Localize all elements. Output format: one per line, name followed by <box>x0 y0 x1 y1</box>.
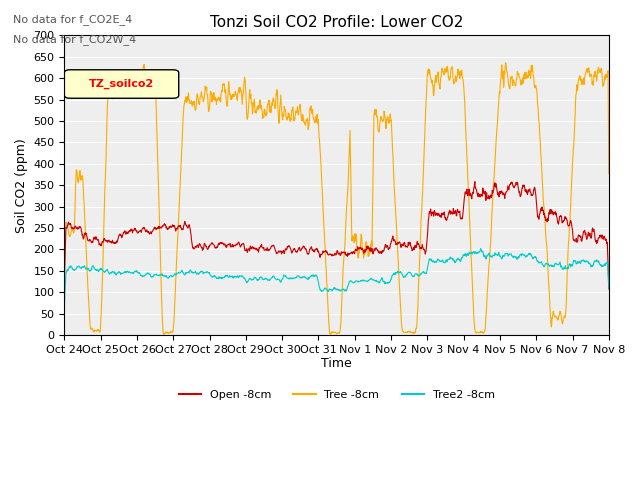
Tree -8cm <box>160 331 168 337</box>
Tree2 -8cm <box>605 286 612 292</box>
Open -8cm <box>541 211 548 216</box>
Tree -8cm <box>422 118 429 124</box>
Tree2 -8cm <box>182 271 189 276</box>
Text: No data for f_CO2W_4: No data for f_CO2W_4 <box>13 34 136 45</box>
Open -8cm <box>168 224 176 229</box>
Tree2 -8cm <box>477 246 484 252</box>
Tree -8cm <box>169 328 177 334</box>
Open -8cm <box>182 221 189 227</box>
Tree2 -8cm <box>168 274 176 279</box>
Open -8cm <box>243 246 250 252</box>
Tree -8cm <box>61 266 68 272</box>
Open -8cm <box>605 286 612 291</box>
Tree2 -8cm <box>243 279 250 285</box>
Open -8cm <box>61 278 68 284</box>
Tree2 -8cm <box>493 252 500 257</box>
Text: TZ_soilco2: TZ_soilco2 <box>89 79 154 89</box>
Text: No data for f_CO2E_4: No data for f_CO2E_4 <box>13 14 132 25</box>
Tree -8cm <box>605 171 612 177</box>
X-axis label: Time: Time <box>321 358 352 371</box>
Line: Open -8cm: Open -8cm <box>65 181 609 288</box>
Tree -8cm <box>502 60 509 66</box>
Open -8cm <box>471 179 479 184</box>
Tree -8cm <box>541 216 548 222</box>
Tree2 -8cm <box>541 264 548 269</box>
Tree2 -8cm <box>61 301 68 307</box>
Tree2 -8cm <box>421 270 429 276</box>
Legend: Open -8cm, Tree -8cm, Tree2 -8cm: Open -8cm, Tree -8cm, Tree2 -8cm <box>174 385 499 404</box>
Title: Tonzi Soil CO2 Profile: Lower CO2: Tonzi Soil CO2 Profile: Lower CO2 <box>210 15 463 30</box>
Tree -8cm <box>493 133 500 139</box>
Y-axis label: Soil CO2 (ppm): Soil CO2 (ppm) <box>15 138 28 232</box>
Open -8cm <box>493 184 500 190</box>
Tree -8cm <box>182 94 189 100</box>
FancyBboxPatch shape <box>65 70 179 98</box>
Open -8cm <box>421 249 429 255</box>
Tree -8cm <box>243 112 251 118</box>
Line: Tree -8cm: Tree -8cm <box>65 63 609 334</box>
Line: Tree2 -8cm: Tree2 -8cm <box>65 249 609 304</box>
